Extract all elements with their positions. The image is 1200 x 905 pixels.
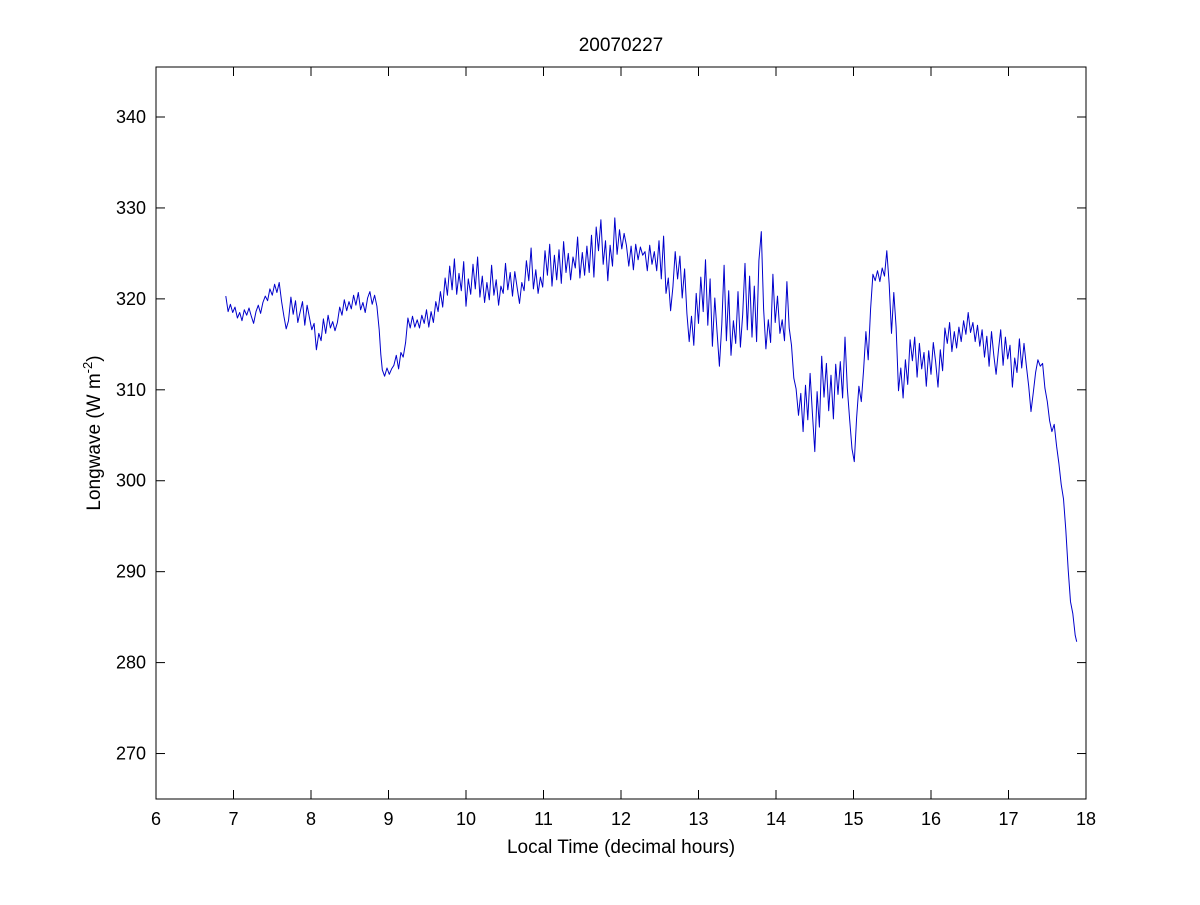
x-tick-label: 14 — [766, 809, 786, 829]
x-tick-label: 9 — [383, 809, 393, 829]
axes-box — [155, 66, 1087, 800]
x-tick-label: 13 — [688, 809, 708, 829]
x-tick-label: 8 — [306, 809, 316, 829]
y-tick-label: 290 — [116, 562, 146, 582]
series-layer — [225, 217, 1078, 642]
y-tick-label: 270 — [116, 744, 146, 764]
y-tick-label: 300 — [116, 471, 146, 491]
y-tick-label: 320 — [116, 289, 146, 309]
x-tick-label: 6 — [151, 809, 161, 829]
x-axis-label: Local Time (decimal hours) — [507, 837, 735, 858]
x-tick-label: 11 — [534, 809, 553, 829]
x-tick-label: 16 — [921, 809, 941, 829]
y-axis-label-main: Longwave (W m — [84, 373, 105, 510]
x-tick-label: 7 — [228, 809, 238, 829]
y-axis-label-close: ) — [84, 355, 105, 361]
series-line — [225, 217, 1078, 642]
y-axis-label: Longwave (W m-2) — [80, 355, 105, 510]
x-tick-label: 15 — [843, 809, 863, 829]
y-tick-label: 330 — [116, 198, 146, 218]
tick-layer: 6 7 8 9 10 11 12 13 14 15 16 17 18 270 280 290 300 310 320… — [116, 67, 1096, 829]
plot-area — [156, 67, 1086, 799]
y-tick-label: 340 — [116, 107, 146, 127]
y-tick-label: 280 — [116, 653, 146, 673]
chart-title: 20070227 — [579, 35, 664, 56]
x-tick-label: 10 — [456, 809, 476, 829]
y-tick-label: 310 — [116, 380, 146, 400]
x-tick-label: 18 — [1076, 809, 1096, 829]
x-tick-label: 12 — [611, 809, 631, 829]
y-axis-label-superscript: -2 — [80, 362, 95, 374]
x-tick-label: 17 — [998, 809, 1018, 829]
